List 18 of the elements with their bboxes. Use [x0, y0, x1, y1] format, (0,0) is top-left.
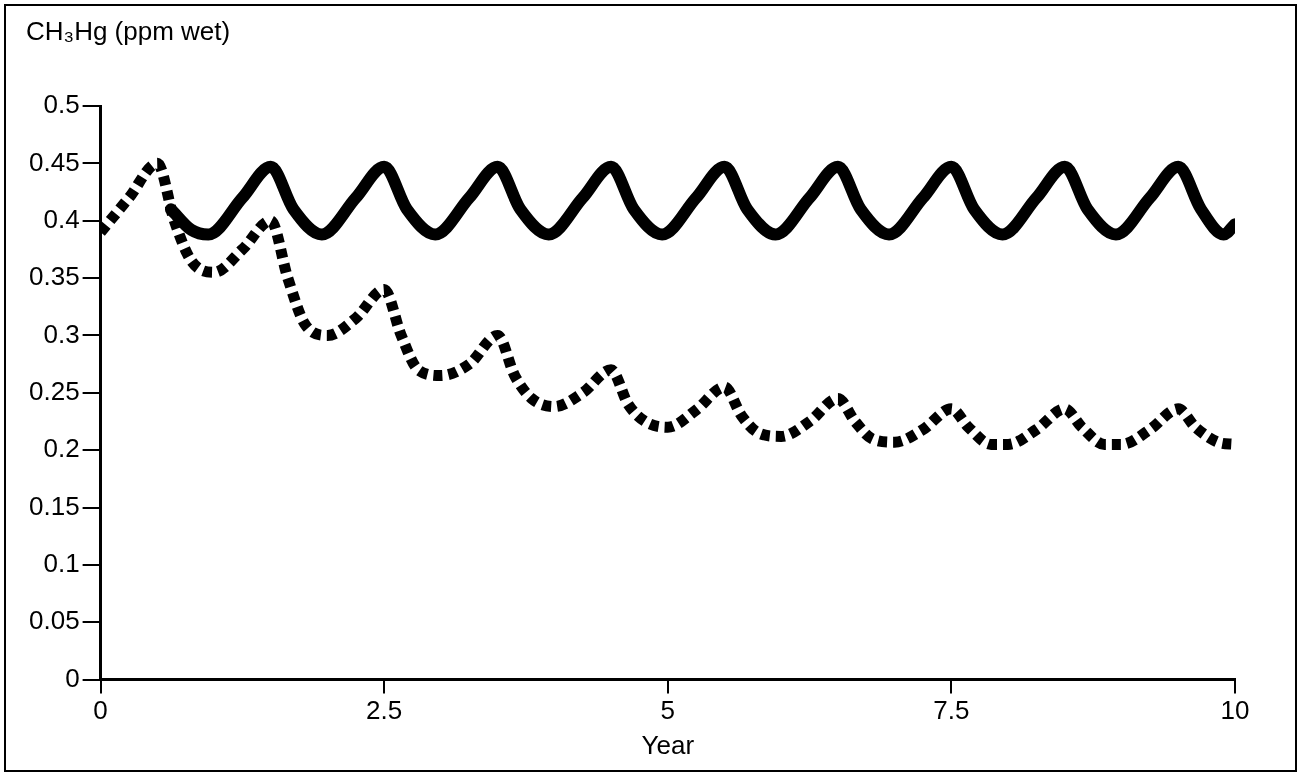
x-tick-label: 5	[660, 695, 676, 726]
x-axis-title: Year	[641, 729, 695, 760]
y-tick-label: 0.35	[28, 261, 80, 292]
y-tick-label: 0.2	[43, 433, 80, 464]
x-tick-label: 0	[93, 695, 108, 726]
y-tick-label: 0.15	[28, 490, 80, 521]
y-axis-title: CH₃Hg (ppm wet)	[26, 16, 231, 47]
y-tick-label: 0.05	[28, 605, 80, 636]
x-tick-label: 2.5	[366, 695, 403, 726]
y-tick-label: 0.1	[43, 548, 80, 579]
y-tick-label: 0.25	[28, 375, 80, 406]
y-tick-label: 0.3	[43, 318, 80, 349]
y-tick-label: 0.45	[28, 146, 80, 177]
y-tick-label: 0	[65, 662, 80, 693]
x-tick-label: 10	[1220, 695, 1250, 726]
y-tick-label: 0.4	[43, 203, 80, 234]
y-tick-label: 0.5	[43, 89, 80, 120]
x-tick-label: 7.5	[933, 695, 970, 726]
